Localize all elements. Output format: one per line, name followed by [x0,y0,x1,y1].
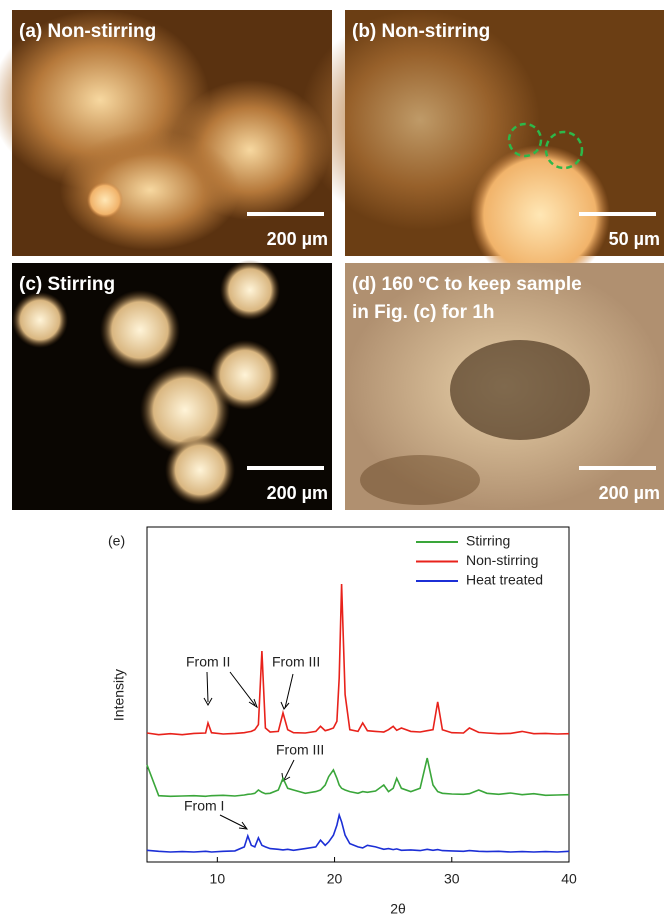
legend-label: Stirring [466,533,510,549]
micrograph-d [345,263,664,510]
x-tick-label: 40 [561,871,577,887]
scale-bar-label: 200 µm [599,483,660,503]
panel-label: (b) Non-stirring [352,21,490,42]
series-line [147,815,569,852]
panel-label: (e) [108,533,125,549]
legend-label: Heat treated [466,572,543,588]
scale-bar-label: 200 µm [267,229,328,249]
annotation: From III [272,654,320,670]
x-axis-label: 2θ [390,901,406,917]
figure: Stirring Non-stirring Heat treated (a) Non… [0,0,664,919]
series-line [147,758,569,796]
scale-bar-label: 200 µm [267,483,328,503]
micrograph-a [0,10,332,256]
legend: Stirring Non-stirring Heat treated [416,533,543,588]
micrograph-c [12,260,332,510]
legend-label: Non-stirring [466,552,538,568]
panel-label: (a) Non-stirring [19,21,156,42]
annotation: From I [184,798,224,814]
panel-label: (c) Stirring [19,274,115,295]
annotation: From II [186,654,230,670]
x-tick-label: 10 [210,871,226,887]
y-axis-label: Intensity [111,669,127,721]
annotation: From III [276,742,324,758]
page: Stirring Non-stirring Heat treated (a) Non… [0,0,664,924]
scale-bar-label: 50 µm [609,229,660,249]
x-tick-label: 30 [444,871,460,887]
x-tick-label: 20 [327,871,343,887]
